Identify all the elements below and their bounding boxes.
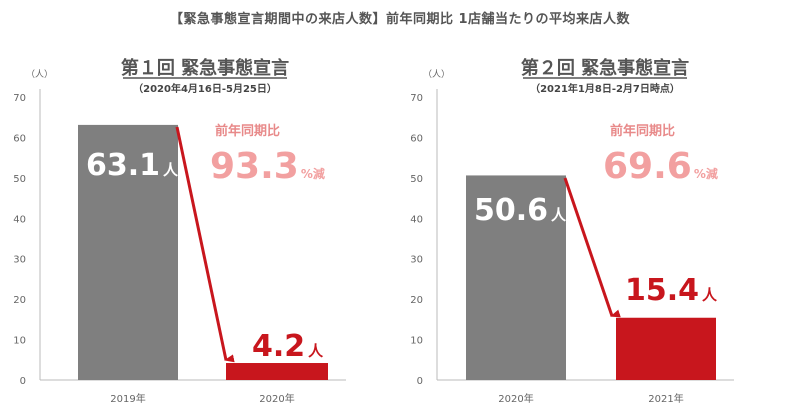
chart1-change-value: 93.3 %減 <box>210 146 325 187</box>
chart1-y-tick-label: 50 <box>13 174 26 185</box>
chart1-y-tick-label: 0 <box>20 376 26 387</box>
chart1-title: 第１回 緊急事態宣言 <box>121 57 289 79</box>
chart2-y-tick-label: 70 <box>410 93 423 104</box>
chart1-y-unit-label: （人） <box>26 69 53 80</box>
chart2-y-tick-label: 10 <box>410 336 423 347</box>
chart1-change-label: 前年同期比 <box>215 123 280 139</box>
chart1-y-tick-label: 30 <box>13 255 26 266</box>
chart1-x-tick-label: 2020年 <box>259 392 294 405</box>
chart1-y-tick-label: 10 <box>13 336 26 347</box>
chart2-y-tick-label: 50 <box>410 174 423 185</box>
chart1-subtitle: （2020年4月16日-5月25日） <box>133 82 277 95</box>
chart2-y-tick-label: 40 <box>410 214 423 225</box>
chart1-value-unit: 人 <box>308 342 324 360</box>
chart1-bar-2 <box>226 363 328 380</box>
chart2-title: 第２回 緊急事態宣言 <box>521 57 689 79</box>
chart2-value-unit: 人 <box>702 286 718 304</box>
chart1-decline-arrow <box>175 126 235 363</box>
chart2-bar-2 <box>616 317 716 380</box>
chart2-value-label-1: 50.6 人 <box>474 193 567 228</box>
chart1-value-number: 63.1 <box>86 148 160 183</box>
chart2-x-tick-label: 2020年 <box>498 392 533 405</box>
chart2-change-suffix: %減 <box>694 166 718 181</box>
chart2-y-tick-label: 0 <box>417 376 423 387</box>
chart2-value-number: 15.4 <box>625 273 699 308</box>
chart1-bar-1 <box>78 124 178 380</box>
chart1-value-unit: 人 <box>163 161 179 179</box>
chart2-y-tick-label: 30 <box>410 255 423 266</box>
chart1-y-tick-label: 70 <box>13 93 26 104</box>
chart1-value-number: 4.2 <box>252 329 305 364</box>
chart1-y-tick-label: 40 <box>13 214 26 225</box>
chart2-change-value: 69.6 %減 <box>603 146 718 187</box>
chart2-y-tick-label: 60 <box>410 133 423 144</box>
chart1-change-suffix: %減 <box>301 166 325 181</box>
chart1-x-tick-label: 2019年 <box>110 392 145 405</box>
chart1-value-label-1: 63.1 人 <box>86 148 179 183</box>
chart2-y-tick-label: 20 <box>410 295 423 306</box>
chart2-subtitle: （2021年1月8日-2月7日時点） <box>530 82 680 95</box>
chart2-bar-1 <box>466 175 566 380</box>
chart1-y-tick-label: 60 <box>13 133 26 144</box>
chart2-value-label-2: 15.4 人 <box>625 273 718 308</box>
chart2-change-label: 前年同期比 <box>610 123 675 139</box>
chart1-value-label-2: 4.2 人 <box>252 329 324 364</box>
chart2-decline-arrow <box>563 177 621 318</box>
chart1-y-tick-label: 20 <box>13 295 26 306</box>
chart2-value-unit: 人 <box>551 206 567 224</box>
chart2-y-unit-label: （人） <box>423 69 450 80</box>
chart2-x-tick-label: 2021年 <box>648 392 683 405</box>
chart2-value-number: 50.6 <box>474 193 548 228</box>
chart1-change-number: 93.3 <box>210 146 299 187</box>
chart2-change-number: 69.6 <box>603 146 692 187</box>
page-title: 【緊急事態宣言期間中の来店人数】前年同期比 1店舗当たりの平均来店人数 <box>169 12 631 27</box>
